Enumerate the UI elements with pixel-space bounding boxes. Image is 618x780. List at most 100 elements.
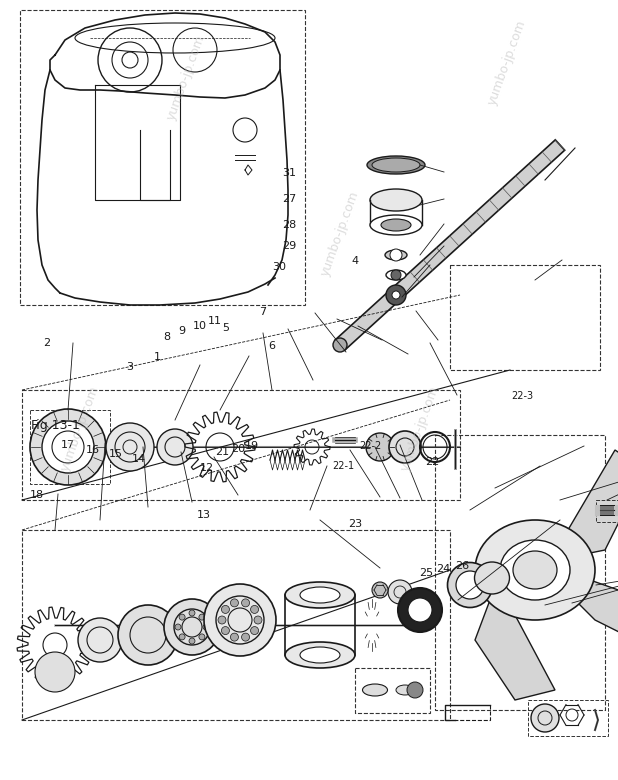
Text: 14: 14 xyxy=(132,454,146,463)
Text: Fig.13-1: Fig.13-1 xyxy=(31,419,81,431)
Ellipse shape xyxy=(300,587,340,603)
Circle shape xyxy=(30,409,106,485)
Text: 7: 7 xyxy=(259,307,266,317)
Circle shape xyxy=(392,291,400,299)
Circle shape xyxy=(164,599,220,655)
Text: 21: 21 xyxy=(216,448,229,457)
Polygon shape xyxy=(475,600,555,700)
Ellipse shape xyxy=(475,562,509,594)
Circle shape xyxy=(179,634,185,640)
Text: 30: 30 xyxy=(273,262,286,271)
Text: 18: 18 xyxy=(30,491,44,500)
Circle shape xyxy=(408,598,432,622)
Ellipse shape xyxy=(386,270,406,280)
Text: 29: 29 xyxy=(282,241,297,250)
Circle shape xyxy=(35,652,75,692)
Polygon shape xyxy=(575,580,618,655)
Circle shape xyxy=(231,599,239,607)
Circle shape xyxy=(78,618,122,662)
Ellipse shape xyxy=(300,647,340,663)
Ellipse shape xyxy=(475,520,595,620)
Text: 1: 1 xyxy=(154,353,161,362)
Text: 2: 2 xyxy=(43,339,50,348)
Text: 22-2: 22-2 xyxy=(360,441,382,451)
Text: yumbo-jp.com: yumbo-jp.com xyxy=(399,385,442,473)
Text: yumbo-jp.com: yumbo-jp.com xyxy=(485,18,528,107)
Circle shape xyxy=(389,431,421,463)
Circle shape xyxy=(250,605,258,613)
Circle shape xyxy=(157,429,193,465)
Circle shape xyxy=(204,584,276,656)
Text: yumbo-jp.com: yumbo-jp.com xyxy=(59,385,102,473)
Text: 15: 15 xyxy=(109,449,123,459)
Text: 17: 17 xyxy=(61,441,75,450)
Circle shape xyxy=(221,605,229,613)
Circle shape xyxy=(388,580,412,604)
Bar xyxy=(30,410,110,484)
Ellipse shape xyxy=(363,684,387,696)
Polygon shape xyxy=(336,140,565,350)
Circle shape xyxy=(199,614,205,620)
Text: 5: 5 xyxy=(222,323,229,332)
Text: 23: 23 xyxy=(349,519,362,529)
Ellipse shape xyxy=(372,158,420,172)
Ellipse shape xyxy=(366,433,394,461)
Text: 19: 19 xyxy=(245,441,259,451)
Ellipse shape xyxy=(500,540,570,600)
Text: 12: 12 xyxy=(200,463,214,473)
Ellipse shape xyxy=(385,250,407,260)
Ellipse shape xyxy=(447,562,493,608)
Circle shape xyxy=(407,682,423,698)
Circle shape xyxy=(218,616,226,624)
Ellipse shape xyxy=(396,685,414,695)
Bar xyxy=(355,668,430,713)
Polygon shape xyxy=(565,450,618,555)
Text: 6: 6 xyxy=(268,341,276,350)
Circle shape xyxy=(221,626,229,635)
Text: 3: 3 xyxy=(126,362,133,371)
Text: yumbo-jp.com: yumbo-jp.com xyxy=(318,190,362,278)
Circle shape xyxy=(386,285,406,305)
Text: 22: 22 xyxy=(425,457,440,466)
Text: 16: 16 xyxy=(86,445,99,455)
Circle shape xyxy=(398,588,442,632)
Circle shape xyxy=(231,633,239,641)
Ellipse shape xyxy=(381,219,411,231)
Circle shape xyxy=(254,616,262,624)
Circle shape xyxy=(199,634,205,640)
Ellipse shape xyxy=(285,642,355,668)
Ellipse shape xyxy=(367,156,425,174)
Text: 10: 10 xyxy=(193,321,206,331)
Ellipse shape xyxy=(370,215,422,235)
Text: 22-1: 22-1 xyxy=(332,462,354,471)
Text: 25: 25 xyxy=(420,569,433,578)
Circle shape xyxy=(175,624,181,630)
Circle shape xyxy=(118,605,178,665)
Text: 20: 20 xyxy=(231,445,245,454)
Bar xyxy=(528,700,608,736)
Circle shape xyxy=(106,423,154,471)
Ellipse shape xyxy=(285,582,355,608)
Text: 22-3: 22-3 xyxy=(511,392,533,401)
Circle shape xyxy=(203,624,209,630)
Circle shape xyxy=(391,270,401,280)
Text: 8: 8 xyxy=(163,332,171,342)
Circle shape xyxy=(189,610,195,616)
Ellipse shape xyxy=(456,571,484,599)
Text: 27: 27 xyxy=(282,194,297,204)
Circle shape xyxy=(566,709,578,721)
Text: 31: 31 xyxy=(282,168,296,178)
Text: 28: 28 xyxy=(282,220,297,229)
Text: 11: 11 xyxy=(208,317,222,326)
Text: yumbo-jp.com: yumbo-jp.com xyxy=(164,34,207,122)
Circle shape xyxy=(179,614,185,620)
Circle shape xyxy=(242,599,250,607)
Ellipse shape xyxy=(370,189,422,211)
Text: 26: 26 xyxy=(455,562,469,571)
Circle shape xyxy=(250,626,258,635)
Ellipse shape xyxy=(513,551,557,589)
Circle shape xyxy=(372,582,388,598)
Text: 13: 13 xyxy=(197,510,211,519)
Circle shape xyxy=(42,421,94,473)
Text: 24: 24 xyxy=(436,565,451,574)
